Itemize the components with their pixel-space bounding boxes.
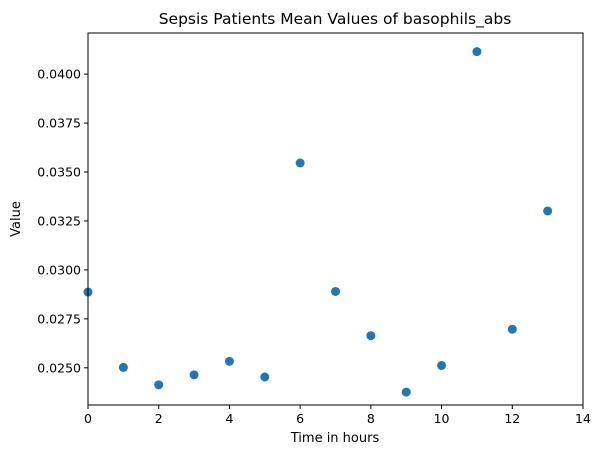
- plot-area-frame: [87, 32, 584, 406]
- data-point: [507, 324, 517, 334]
- x-tick-label: 4: [225, 411, 233, 426]
- data-point: [331, 286, 340, 296]
- y-tick-label: 0.0250: [37, 360, 81, 375]
- data-point: [154, 380, 164, 390]
- x-tick-label: 14: [575, 411, 591, 426]
- x-tick-label: 12: [504, 411, 520, 426]
- data-point: [118, 362, 128, 372]
- x-axis-label: Time in hours: [290, 431, 380, 446]
- x-tick-label: 0: [84, 411, 92, 426]
- y-axis-label: Value: [9, 201, 24, 237]
- y-axis-ticks: 0.0250 0.0275 0.0300 0.0325 0.0350 0.0375 0.04…: [37, 67, 88, 375]
- y-tick-label: 0.0400: [37, 67, 81, 82]
- data-point: [437, 360, 447, 370]
- data-point: [401, 387, 411, 397]
- x-axis-ticks: 0 2 4 6 8 10 12 14: [84, 405, 591, 426]
- chart-title: Sepsis Patients Mean Values of basophils…: [159, 10, 512, 29]
- data-point: [543, 206, 553, 216]
- y-tick-label: 0.0275: [37, 311, 81, 326]
- x-tick-label: 10: [434, 411, 450, 426]
- data-point: [295, 158, 305, 168]
- data-point: [260, 372, 270, 382]
- data-point: [189, 370, 199, 380]
- data-point: [224, 356, 234, 366]
- x-tick-label: 2: [155, 411, 163, 426]
- x-tick-label: 6: [296, 411, 304, 426]
- y-tick-label: 0.0350: [37, 165, 81, 180]
- y-tick-label: 0.0325: [37, 213, 81, 228]
- y-tick-label: 0.0375: [37, 116, 81, 131]
- data-point: [472, 47, 482, 57]
- x-tick-label: 8: [367, 411, 375, 426]
- data-point: [366, 331, 376, 341]
- y-tick-label: 0.0300: [37, 262, 81, 277]
